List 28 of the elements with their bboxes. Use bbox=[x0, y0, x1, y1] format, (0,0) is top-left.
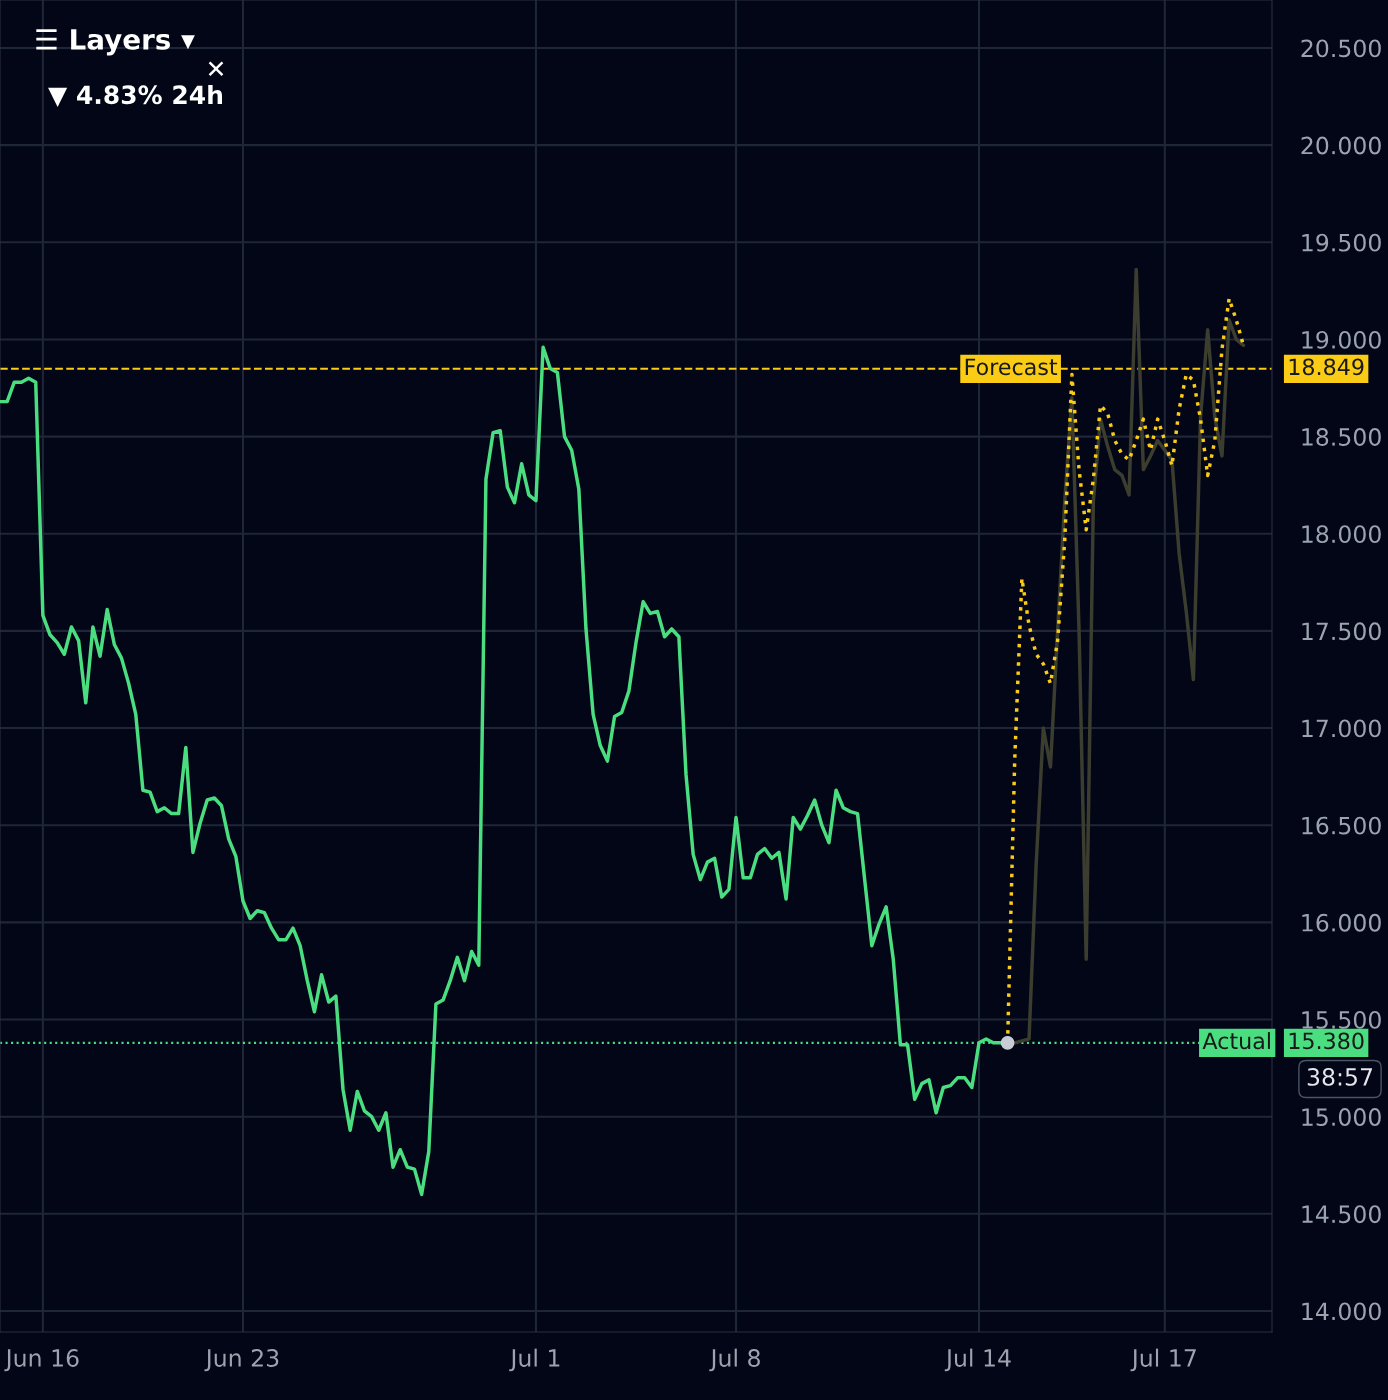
text: 38:57 bbox=[1307, 1067, 1372, 1086]
annotation: ▼ 4.83% 24h bbox=[48, 84, 222, 107]
y-tick-label: 19.500 bbox=[1302, 233, 1381, 252]
x-tick-label: Jul 17 bbox=[1130, 1348, 1196, 1372]
ref-line-label: Actual bbox=[1202, 1032, 1270, 1050]
x-tick-label: Jun 23 bbox=[204, 1349, 279, 1372]
y-tick-label: 17.000 bbox=[1302, 719, 1381, 738]
y-tick-label: 15.000 bbox=[1302, 1108, 1381, 1126]
y-tick-label: 17.500 bbox=[1302, 622, 1381, 641]
annotation: ☰ Layers ▾ bbox=[36, 29, 195, 56]
x-tick-label: Jun 16 bbox=[4, 1349, 79, 1372]
annotation: ✕ bbox=[208, 61, 224, 77]
y-tick-label: 18.000 bbox=[1302, 525, 1381, 544]
x-tick-label: Jul 14 bbox=[944, 1348, 1011, 1372]
x-tick-label: Jul 1 bbox=[509, 1348, 560, 1372]
text: 15.380 bbox=[1289, 1032, 1364, 1050]
y-tick-label: 16.500 bbox=[1302, 816, 1381, 835]
text: 18.849 bbox=[1289, 358, 1364, 376]
y-tick-label: 19.000 bbox=[1302, 330, 1381, 349]
x-tick-label: Jul 8 bbox=[709, 1348, 760, 1372]
y-tick-label: 20.500 bbox=[1301, 39, 1381, 58]
y-tick-label: 15.500 bbox=[1302, 1010, 1381, 1029]
y-tick-label: 16.000 bbox=[1302, 913, 1381, 932]
y-tick-label: 14.000 bbox=[1302, 1302, 1381, 1321]
y-tick-label: 20.000 bbox=[1301, 136, 1381, 155]
y-tick-label: 18.500 bbox=[1302, 428, 1381, 446]
ref-line-label: Forecast bbox=[965, 358, 1058, 376]
y-tick-label: 14.500 bbox=[1302, 1205, 1381, 1224]
